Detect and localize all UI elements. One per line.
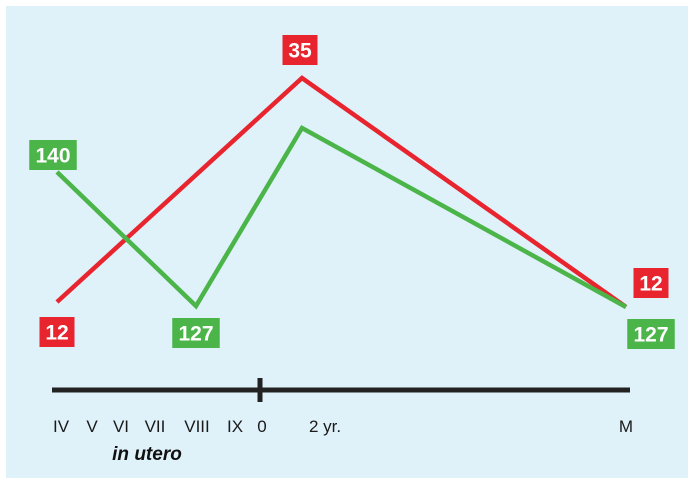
series-line-red [55,75,628,309]
value-badge-box [633,268,669,298]
value-badge: 12 [633,268,669,298]
value-badge: 12 [39,317,75,347]
timeline-axis [52,378,630,402]
series-lines [55,75,628,310]
value-badge: 127 [172,318,220,348]
value-label: 35 [288,40,312,63]
value-badge-box [627,319,675,349]
value-badge-box [172,318,220,348]
value-badge: 140 [29,140,77,170]
series-line-green [55,124,628,310]
value-label: 12 [639,273,662,296]
tick-label: V [86,417,98,436]
value-badge: 127 [627,319,675,349]
tick-label: M [619,417,633,436]
tick-label: IX [227,417,243,436]
in-utero-label: in utero [112,444,182,465]
value-badge-box [29,140,77,170]
value-label: 127 [178,323,213,346]
tick-label: 2 yr. [309,417,341,436]
value-label: 127 [633,324,668,347]
tick-label: VI [113,417,129,436]
tick-label: VIII [184,417,210,436]
value-badge-box [282,35,318,65]
value-badge: 35 [282,35,318,65]
tick-label: 0 [257,417,266,436]
value-label: 140 [35,145,70,168]
value-label: 12 [45,322,68,345]
value-badge-box [39,317,75,347]
tick-label: VII [145,417,166,436]
tick-label: IV [53,417,70,436]
tick-labels: IV V VI VII VIII IX 0 2 yr. M [53,417,633,436]
value-badges: 140 12 127 35 12 127 [29,35,675,349]
